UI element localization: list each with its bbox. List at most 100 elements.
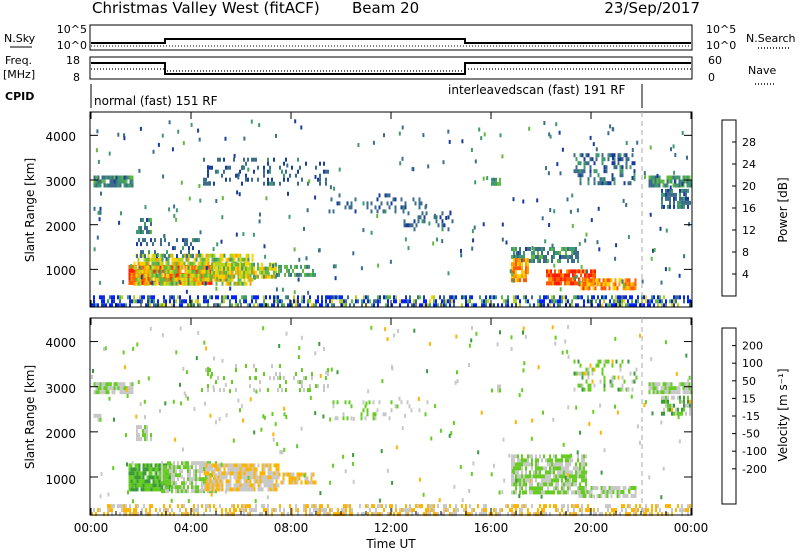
- heatmap-cell: [187, 489, 189, 494]
- heatmap-cell: [613, 508, 615, 513]
- heatmap-cell: [654, 386, 657, 391]
- heatmap-cell: [150, 463, 153, 468]
- heatmap-cell: [239, 262, 241, 267]
- heatmap-cell: [584, 486, 587, 490]
- heatmap-cell: [229, 274, 231, 279]
- heatmap-scatter-cell: [381, 379, 384, 384]
- heatmap-cell: [531, 504, 533, 509]
- heatmap-cell: [245, 173, 247, 178]
- heatmap-cell: [621, 387, 624, 392]
- heatmap-cell: [400, 400, 403, 405]
- heatmap-cell: [550, 281, 552, 286]
- heatmap-cell: [147, 261, 150, 266]
- heatmap-scatter-cell: [380, 449, 383, 454]
- heatmap-cell: [465, 299, 467, 304]
- heatmap-cell: [533, 303, 535, 308]
- heatmap-cell: [631, 153, 634, 158]
- heatmap-cell: [265, 463, 268, 468]
- heatmap-cell: [219, 483, 222, 488]
- heatmap-cell: [682, 382, 685, 387]
- heatmap-cell: [589, 383, 592, 388]
- heatmap-cell: [336, 201, 339, 206]
- heatmap-cell: [147, 295, 149, 300]
- heatmap-cell: [383, 295, 385, 300]
- heatmap-cell: [235, 253, 238, 258]
- heatmap-cell: [184, 242, 186, 247]
- heatmap-cell: [567, 490, 569, 495]
- heatmap-cell: [211, 270, 213, 275]
- heatmap-cell: [672, 390, 675, 395]
- heatmap-cell: [288, 476, 291, 481]
- heatmap-scatter-cell: [585, 269, 588, 274]
- heatmap-cell: [531, 255, 533, 259]
- heatmap-cell: [201, 485, 203, 490]
- heatmap-scatter-cell: [186, 396, 189, 401]
- heatmap-cell: [477, 504, 479, 509]
- heatmap-cell: [439, 295, 441, 300]
- heatmap-cell: [130, 483, 133, 488]
- heatmap-cell: [263, 165, 265, 170]
- heatmap-cell: [427, 504, 429, 509]
- heatmap-scatter-cell: [585, 232, 588, 237]
- heatmap-cell: [513, 490, 515, 495]
- heatmap-cell: [677, 204, 679, 209]
- heatmap-cell: [251, 299, 253, 304]
- heatmap-scatter-cell: [182, 141, 185, 146]
- heatmap-cell: [153, 303, 155, 308]
- heatmap-cell: [290, 264, 292, 269]
- colorbar-tick-label: 16: [742, 202, 756, 215]
- heatmap-cell: [247, 253, 250, 258]
- heatmap-cell: [249, 277, 252, 282]
- heatmap-cell: [181, 257, 184, 262]
- heatmap-cell: [247, 274, 249, 279]
- heatmap-cell: [169, 504, 171, 509]
- heatmap-cell: [345, 303, 347, 308]
- heatmap-cell: [271, 181, 273, 186]
- heatmap-cell: [395, 508, 397, 513]
- heatmap-cell: [586, 278, 589, 283]
- heatmap-cell: [400, 197, 403, 202]
- heatmap-scatter-cell: [274, 422, 277, 427]
- heatmap-cell: [153, 295, 155, 300]
- heatmap-cell: [404, 205, 407, 210]
- heatmap-cell: [289, 303, 291, 308]
- heatmap-scatter-cell: [639, 440, 641, 445]
- heatmap-cell: [569, 482, 571, 487]
- heatmap-cell: [306, 480, 309, 485]
- heatmap-cell: [597, 363, 600, 368]
- heatmap-scatter-cell: [541, 216, 544, 221]
- heatmap-cell: [255, 471, 258, 476]
- heatmap-cell: [103, 382, 106, 387]
- heatmap-cell: [589, 299, 591, 304]
- freq-trace: [91, 62, 691, 75]
- heatmap-cell: [521, 270, 523, 275]
- heatmap-cell: [403, 508, 405, 513]
- heatmap-cell: [176, 238, 178, 243]
- heatmap-cell: [631, 379, 634, 384]
- heatmap-cell: [211, 165, 213, 170]
- heatmap-cell: [140, 242, 142, 247]
- heatmap-cell: [219, 471, 222, 476]
- heatmap-cell: [583, 165, 586, 170]
- heatmap-cell: [611, 359, 614, 364]
- heatmap-cell: [113, 175, 116, 180]
- heatmap-cell: [173, 277, 176, 282]
- heatmap-cell: [579, 470, 581, 475]
- heatmap-cell: [173, 303, 175, 308]
- heatmap-cell: [249, 479, 252, 484]
- heatmap-cell: [137, 512, 139, 517]
- heatmap-cell: [251, 177, 253, 182]
- heatmap-scatter-cell: [224, 136, 227, 141]
- heatmap-cell: [683, 299, 685, 304]
- heatmap-cell: [405, 512, 407, 517]
- heatmap-cell: [97, 413, 100, 418]
- heatmap-cell: [327, 372, 329, 377]
- heatmap-scatter-cell: [208, 181, 211, 185]
- heatmap-cell: [153, 299, 155, 304]
- heatmap-cell: [148, 483, 151, 488]
- heatmap-cell: [319, 181, 321, 186]
- heatmap-cell: [319, 177, 321, 182]
- heatmap-cell: [584, 273, 586, 278]
- heatmap-cell: [235, 388, 237, 393]
